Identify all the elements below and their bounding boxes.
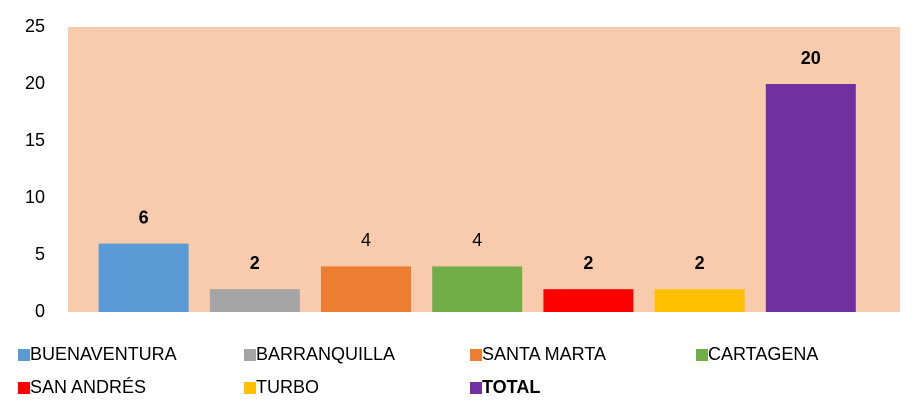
bar	[321, 266, 411, 312]
data-label: 2	[583, 253, 593, 273]
bar	[432, 266, 523, 312]
legend-label: SANTA MARTA	[482, 344, 606, 364]
y-tick-label: 25	[25, 16, 45, 36]
data-label: 4	[472, 230, 482, 250]
bar	[98, 243, 189, 312]
legend-swatch	[470, 382, 482, 394]
bar	[765, 84, 856, 312]
y-tick-label: 5	[35, 244, 45, 264]
data-label: 4	[361, 230, 371, 250]
data-label: 6	[139, 207, 149, 227]
y-tick-label: 10	[25, 187, 45, 207]
data-label: 2	[250, 253, 260, 273]
plot-area	[68, 27, 900, 312]
bar	[654, 289, 745, 312]
y-tick-label: 0	[35, 301, 45, 321]
legend-label: CARTAGENA	[708, 344, 818, 364]
data-label: 20	[801, 48, 821, 68]
bar	[543, 289, 634, 312]
bar	[209, 289, 300, 312]
legend-swatch	[18, 349, 30, 361]
legend-swatch	[244, 349, 256, 361]
legend-swatch	[18, 382, 30, 394]
y-tick-label: 20	[25, 73, 45, 93]
legend-label: SAN ANDRÉS	[30, 377, 146, 397]
legend-label: TOTAL	[482, 377, 540, 397]
y-tick-label: 15	[25, 130, 45, 150]
data-label: 2	[695, 253, 705, 273]
legend-swatch	[244, 382, 256, 394]
legend-label: TURBO	[256, 377, 319, 397]
legend-swatch	[470, 349, 482, 361]
legend-swatch	[696, 349, 708, 361]
legend-label: BARRANQUILLA	[256, 344, 395, 364]
legend-label: BUENAVENTURA	[30, 344, 177, 364]
